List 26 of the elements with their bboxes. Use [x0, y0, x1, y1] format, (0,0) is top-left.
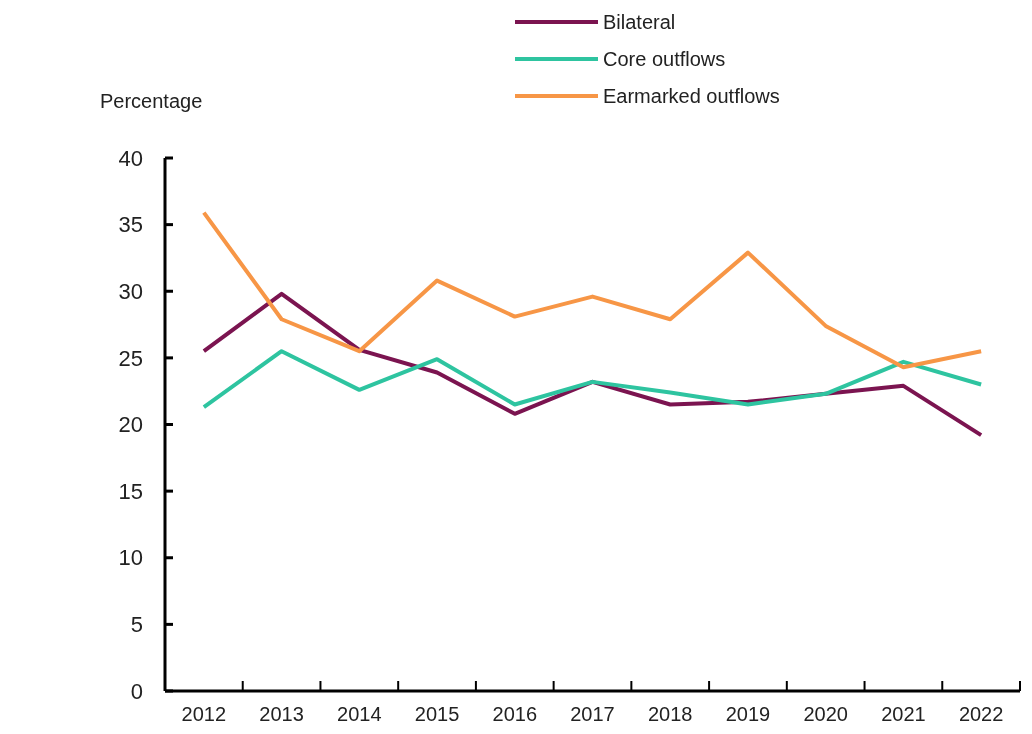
y-tick-label: 0 [130, 678, 143, 704]
x-tick-label: 2017 [570, 703, 615, 725]
x-tick-label: 2016 [492, 703, 538, 725]
x-tick-label: 2013 [259, 703, 304, 725]
x-tick-label: 2015 [414, 703, 460, 725]
x-tick-label: 2019 [725, 703, 771, 725]
y-tick-label: 5 [130, 612, 143, 638]
x-tick-label: 2012 [181, 703, 227, 725]
legend-label: Bilateral [603, 11, 676, 33]
y-tick-label: 20 [118, 412, 143, 438]
x-tick-label: 2018 [647, 703, 693, 725]
y-tick-label: 10 [118, 545, 143, 571]
x-tick-label: 2021 [881, 703, 926, 725]
x-tick-label: 2020 [803, 703, 848, 725]
y-tick-label: 15 [118, 478, 143, 504]
y-tick-label: 25 [118, 345, 143, 371]
y-tick-label: 30 [118, 278, 143, 304]
x-tick-label: 2014 [337, 703, 382, 725]
x-tick-label: 2022 [958, 703, 1004, 725]
y-tick-label: 35 [118, 212, 143, 238]
y-axis-title: Percentage [100, 90, 203, 112]
legend-label: Earmarked outflows [603, 85, 780, 107]
line-series [201, 210, 984, 370]
legend-label: Core outflows [603, 48, 726, 70]
line-series [201, 349, 984, 410]
y-tick-label: 40 [118, 145, 143, 171]
